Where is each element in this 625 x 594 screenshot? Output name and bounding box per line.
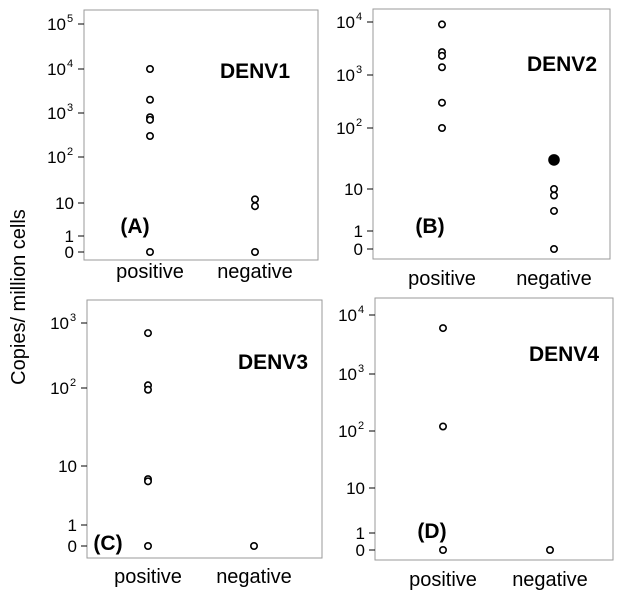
data-point [437,124,446,133]
y-tick-label: 10 [50,379,69,398]
y-tick-label: 10 [336,13,355,32]
x-category-label: positive [116,261,184,283]
plot-frame [374,297,614,561]
y-tick-label: 1 [65,227,74,246]
x-category-label: negative [516,268,592,290]
data-point [437,20,446,29]
panel-title: DENV1 [220,60,290,83]
data-point [438,422,447,431]
y-tick-exponent: 2 [70,377,76,389]
y-tick-label: 10 [47,104,66,123]
y-tick-exponent: 3 [358,363,364,375]
data-point [250,541,259,550]
data-point [144,385,153,394]
data-point [437,63,446,72]
data-point [144,477,153,486]
y-tick-exponent: 3 [70,312,76,324]
y-tick-label: 0 [356,541,365,560]
data-point [437,51,446,60]
data-point [251,195,260,204]
x-category-label: positive [114,566,182,588]
y-tick-label: 0 [354,240,363,259]
y-tick-label: 10 [344,180,363,199]
y-tick-label: 1 [68,516,77,535]
y-tick-label: 10 [47,148,66,167]
y-tick-label: 10 [58,457,77,476]
panel-letter: (B) [415,215,444,238]
panel-title: DENV2 [527,53,597,76]
panel-letter: (C) [93,532,122,555]
y-tick-label: 10 [336,119,355,138]
data-point [549,185,558,194]
x-category-label: negative [512,569,588,591]
panel-letter: (A) [120,215,149,238]
panel-title: DENV4 [529,343,599,366]
panel-title: DENV3 [238,351,308,374]
data-point [146,132,155,141]
y-tick-exponent: 5 [67,13,73,25]
y-tick-label: 10 [47,60,66,79]
data-point [549,191,558,200]
plot-frame [83,9,319,261]
y-tick-label: 10 [338,365,357,384]
data-point [438,324,447,333]
y-tick-label: 10 [338,306,357,325]
x-category-label: positive [409,569,477,591]
data-point [144,329,153,338]
data-point [251,248,260,257]
y-tick-exponent: 4 [358,304,364,316]
panel-letter: (D) [417,520,446,543]
y-tick-label: 1 [356,524,365,543]
y-tick-exponent: 3 [356,64,362,76]
y-tick-label: 10 [55,194,74,213]
data-point [146,65,155,74]
y-tick-exponent: 2 [67,146,73,158]
data-point [251,202,260,211]
plot-frame [86,299,323,559]
plot-frame [372,8,611,260]
y-tick-label: 0 [65,243,74,262]
data-point [437,98,446,107]
x-category-label: positive [408,268,476,290]
data-point [545,545,554,554]
y-tick-label: 0 [68,537,77,556]
y-tick-exponent: 2 [358,420,364,432]
x-category-label: negative [216,566,292,588]
y-tick-label: 10 [338,422,357,441]
data-point [549,245,558,254]
data-point [146,248,155,257]
y-tick-exponent: 4 [356,11,362,23]
y-tick-exponent: 4 [67,58,73,70]
data-point [144,541,153,550]
y-tick-label: 10 [336,66,355,85]
y-tick-label: 10 [47,15,66,34]
y-tick-label: 10 [50,314,69,333]
y-tick-exponent: 2 [356,117,362,129]
x-category-label: negative [217,261,293,283]
data-point [146,95,155,104]
data-point [438,545,447,554]
y-tick-label: 10 [346,479,365,498]
y-tick-label: 1 [354,222,363,241]
y-tick-exponent: 3 [67,102,73,114]
data-point [146,115,155,124]
y-axis-label: Copies/ million cells [8,209,30,385]
data-point [549,206,558,215]
data-point [548,154,560,166]
